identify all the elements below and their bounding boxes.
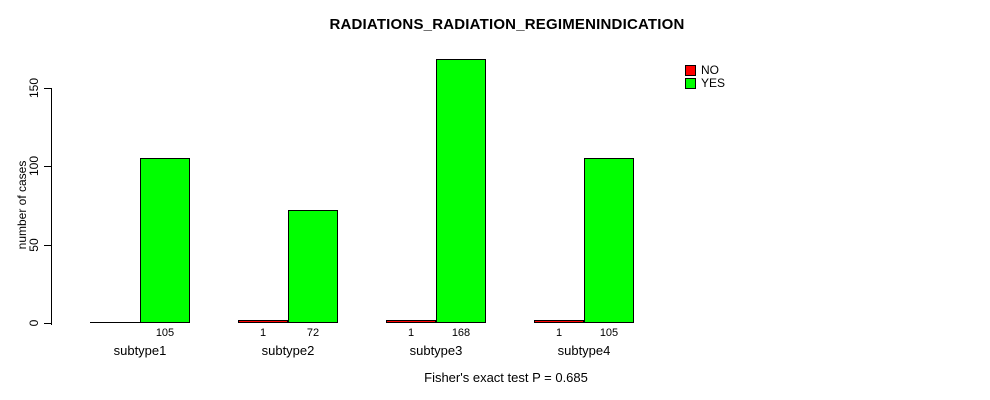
y-tick [44, 323, 51, 324]
stat-test-caption: Fisher's exact test P = 0.685 [424, 370, 588, 385]
legend-item-no: NO [685, 64, 725, 76]
bar-value-label: 105 [155, 327, 175, 339]
bar-value-label: 168 [451, 327, 471, 339]
y-tick-label: 50 [27, 238, 41, 252]
legend-label-yes: YES [701, 76, 726, 90]
legend-swatch-yes [685, 77, 696, 89]
y-tick-label: 0 [27, 319, 41, 327]
y-tick [44, 166, 51, 167]
bar-yes-subtype4 [584, 158, 634, 323]
x-category-label-subtype3: subtype3 [409, 343, 463, 358]
bar-value-label: 1 [555, 327, 563, 339]
bar-yes-subtype2 [288, 210, 338, 323]
bar-value-label: 105 [599, 327, 619, 339]
bar-no-subtype1 [90, 322, 140, 323]
y-tick-label: 150 [27, 77, 41, 99]
bar-value-label: 1 [407, 327, 415, 339]
x-category-label-subtype4: subtype4 [557, 343, 611, 358]
bar-value-label: 72 [306, 327, 320, 339]
bar-no-subtype2 [238, 320, 288, 323]
bar-no-subtype3 [386, 320, 436, 323]
bar-yes-subtype1 [140, 158, 190, 323]
bar-no-subtype4 [534, 320, 584, 323]
legend: NO YES [685, 64, 725, 90]
x-category-label-subtype2: subtype2 [261, 343, 315, 358]
x-category-label-subtype1: subtype1 [113, 343, 167, 358]
bar-value-label: 1 [259, 327, 267, 339]
chart-title: RADIATIONS_RADIATION_REGIMENINDICATION [329, 16, 685, 33]
legend-item-yes: YES [685, 77, 725, 89]
legend-label-no: NO [701, 63, 719, 77]
y-tick-label: 100 [27, 155, 41, 177]
legend-swatch-no [685, 64, 696, 76]
bar-yes-subtype3 [436, 59, 486, 323]
y-tick [44, 88, 51, 89]
y-axis-line [51, 88, 52, 325]
y-tick [44, 245, 51, 246]
